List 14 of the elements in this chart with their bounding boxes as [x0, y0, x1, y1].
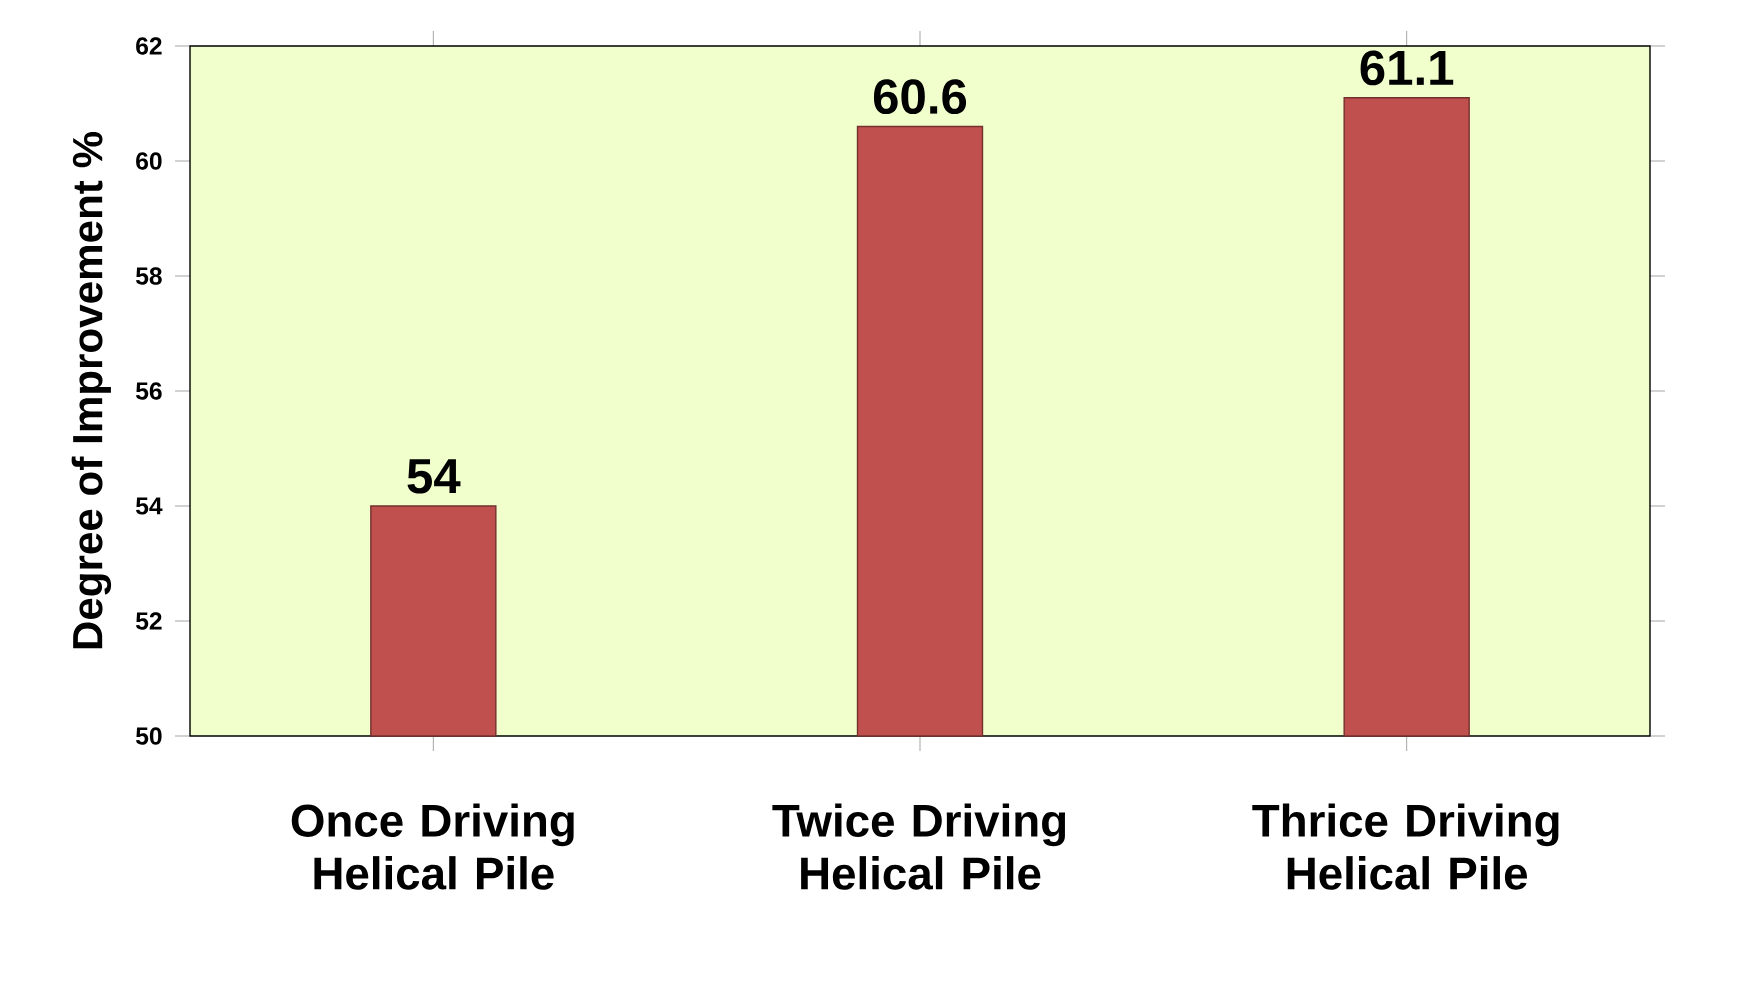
y-tick-label: 58 — [136, 267, 162, 285]
y-tick-label: 52 — [136, 612, 162, 630]
x-tick-label: Once Driving Helical Pile — [291, 803, 574, 890]
y-tick-label: 56 — [136, 382, 162, 400]
y-tick-label: 60 — [136, 152, 162, 170]
y-axis-title: Degree of Improvement % — [71, 132, 112, 649]
y-tick-label: 50 — [136, 727, 162, 745]
y-tick-label: 54 — [136, 497, 163, 515]
y-tick-label: 62 — [136, 37, 162, 55]
x-tick-label: Thrice Driving Helical Pile — [1252, 803, 1559, 890]
data-label: 61.1 — [1360, 50, 1454, 86]
data-label: 60.6 — [873, 79, 967, 115]
data-label: 54 — [407, 459, 461, 494]
x-tick-label: Twice Driving Helical Pile — [772, 803, 1066, 890]
